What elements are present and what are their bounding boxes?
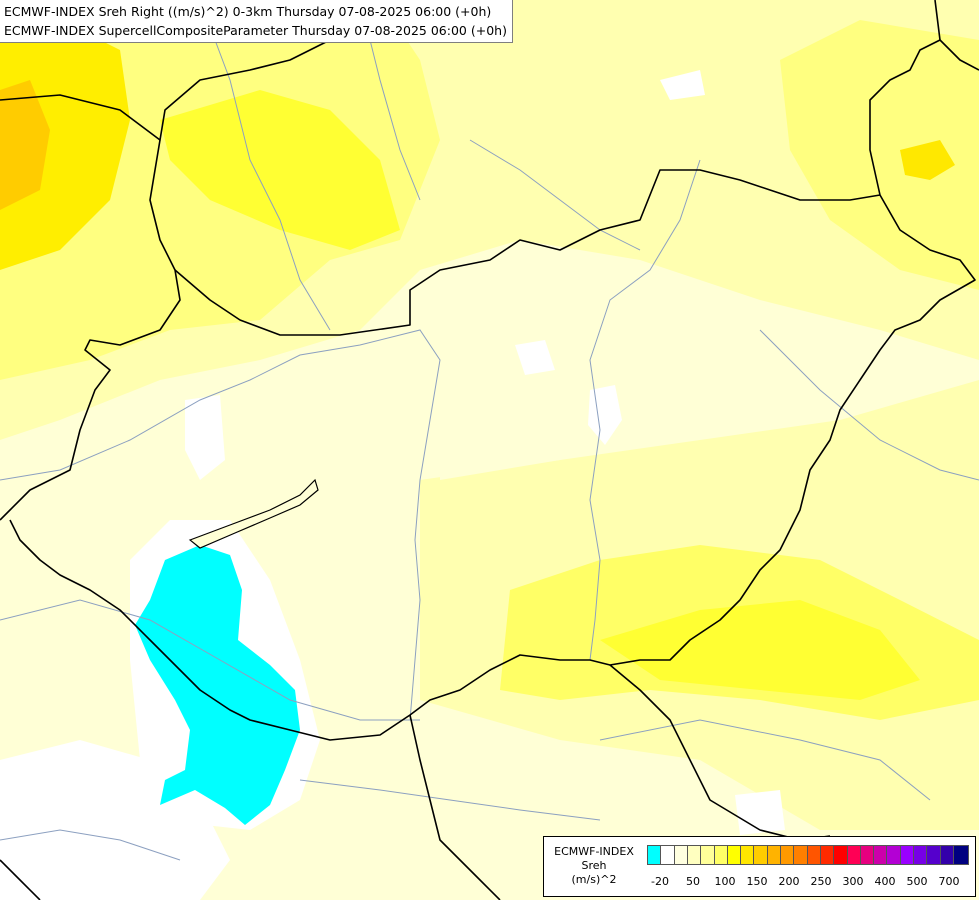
border-hungary-north bbox=[174, 169, 881, 336]
color-legend: ECMWF-INDEX Sreh (m/s)^2 -20 50 100 150 200 2… bbox=[543, 836, 976, 897]
map-title-line-2: ECMWF-INDEX SupercellCompositeParameter … bbox=[4, 23, 507, 38]
field-yellow-northeast bbox=[780, 20, 979, 290]
field-white-center-a bbox=[515, 340, 555, 375]
border-ukraine bbox=[869, 39, 979, 196]
legend-tick-label: 300 bbox=[842, 875, 864, 888]
legend-tick-label: 50 bbox=[686, 875, 700, 888]
legend-tick-label: 100 bbox=[714, 875, 736, 888]
border-west-north bbox=[0, 139, 181, 521]
legend-title-line-3: (m/s)^2 bbox=[571, 873, 617, 886]
field-orange-northwest bbox=[0, 80, 50, 210]
map-title-box: ECMWF-INDEX Sreh Right ((m/s)^2) 0-3km T… bbox=[0, 0, 513, 43]
river-north-b bbox=[469, 139, 641, 251]
field-gold-north bbox=[160, 90, 400, 250]
field-white-north-center bbox=[660, 70, 705, 100]
legend-title-line-2: Sreh bbox=[581, 859, 607, 872]
legend-tick-label: -20 bbox=[651, 875, 669, 888]
field-gold-northeast-blob bbox=[900, 140, 955, 180]
field-white-west bbox=[185, 395, 225, 480]
river-southeast bbox=[599, 719, 931, 801]
border-southwest bbox=[0, 859, 41, 900]
river-southwest bbox=[0, 829, 181, 861]
river-danube bbox=[0, 329, 441, 721]
rivers bbox=[0, 0, 979, 861]
border-northeast bbox=[934, 0, 941, 41]
border-north bbox=[0, 0, 351, 141]
field-white-center-b bbox=[588, 385, 622, 445]
river-north-a bbox=[199, 0, 331, 331]
legend-title-line-1: ECMWF-INDEX bbox=[554, 845, 634, 858]
river-east bbox=[759, 329, 979, 481]
border-croatia-serbia bbox=[409, 714, 501, 900]
legend-tick-label: 400 bbox=[874, 875, 896, 888]
legend-tick-label: 700 bbox=[938, 875, 960, 888]
field-gold-southeast bbox=[600, 600, 920, 700]
legend-tick-label: 500 bbox=[906, 875, 928, 888]
legend-swatch bbox=[952, 845, 969, 865]
field-cyan-negative bbox=[135, 545, 300, 825]
river-tisza bbox=[589, 159, 701, 661]
legend-tick-label: 200 bbox=[778, 875, 800, 888]
map-title-line-1: ECMWF-INDEX Sreh Right ((m/s)^2) 0-3km T… bbox=[4, 4, 492, 19]
legend-tick-label: 150 bbox=[746, 875, 768, 888]
field-pale-center bbox=[440, 260, 760, 480]
river-south bbox=[299, 779, 601, 821]
legend-tick-label: 250 bbox=[810, 875, 832, 888]
lake-balaton bbox=[188, 478, 319, 549]
legend-title: ECMWF-INDEX Sreh (m/s)^2 bbox=[544, 845, 644, 887]
river-drava bbox=[0, 599, 420, 721]
field-white-southeast bbox=[735, 790, 785, 835]
field-bright-northwest bbox=[0, 20, 130, 270]
